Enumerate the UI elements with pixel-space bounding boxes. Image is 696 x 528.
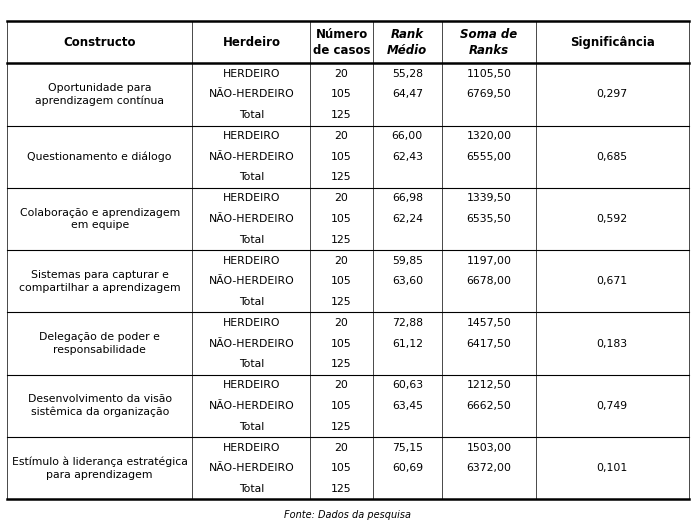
- Text: Questionamento e diálogo: Questionamento e diálogo: [27, 152, 172, 162]
- Text: 20: 20: [335, 69, 349, 79]
- Text: 0,297: 0,297: [596, 89, 628, 99]
- Text: Delegação de poder e
responsabilidade: Delegação de poder e responsabilidade: [39, 333, 160, 355]
- Text: 105: 105: [331, 338, 352, 348]
- Text: 60,63: 60,63: [392, 380, 423, 390]
- Text: NÃO-HERDEIRO: NÃO-HERDEIRO: [209, 214, 294, 224]
- Text: HERDEIRO: HERDEIRO: [223, 380, 280, 390]
- Text: 6678,00: 6678,00: [466, 276, 512, 286]
- Text: NÃO-HERDEIRO: NÃO-HERDEIRO: [209, 276, 294, 286]
- Text: 0,685: 0,685: [596, 152, 628, 162]
- Text: 20: 20: [335, 256, 349, 266]
- Text: 6372,00: 6372,00: [466, 463, 512, 473]
- Text: 1339,50: 1339,50: [466, 193, 512, 203]
- Text: 0,749: 0,749: [596, 401, 628, 411]
- Text: 0,183: 0,183: [596, 338, 628, 348]
- Text: 66,00: 66,00: [392, 131, 423, 141]
- Text: 1105,50: 1105,50: [466, 69, 512, 79]
- Text: 63,45: 63,45: [392, 401, 423, 411]
- Text: 59,85: 59,85: [392, 256, 423, 266]
- Text: Herdeiro: Herdeiro: [223, 35, 280, 49]
- Text: Número
de casos: Número de casos: [313, 27, 370, 56]
- Text: Total: Total: [239, 484, 264, 494]
- Text: Total: Total: [239, 110, 264, 120]
- Text: 105: 105: [331, 276, 352, 286]
- Text: 64,47: 64,47: [392, 89, 423, 99]
- Text: Sistemas para capturar e
compartilhar a aprendizagem: Sistemas para capturar e compartilhar a …: [19, 270, 180, 293]
- Text: HERDEIRO: HERDEIRO: [223, 69, 280, 79]
- Text: Fonte: Dados da pesquisa: Fonte: Dados da pesquisa: [285, 510, 411, 520]
- Text: 61,12: 61,12: [392, 338, 423, 348]
- Text: 105: 105: [331, 214, 352, 224]
- Text: HERDEIRO: HERDEIRO: [223, 318, 280, 328]
- Text: 72,88: 72,88: [392, 318, 423, 328]
- Text: NÃO-HERDEIRO: NÃO-HERDEIRO: [209, 401, 294, 411]
- Text: HERDEIRO: HERDEIRO: [223, 193, 280, 203]
- Text: 1503,00: 1503,00: [466, 442, 512, 452]
- Text: 125: 125: [331, 484, 352, 494]
- Text: NÃO-HERDEIRO: NÃO-HERDEIRO: [209, 463, 294, 473]
- Text: Soma de
Ranks: Soma de Ranks: [460, 27, 517, 56]
- Text: NÃO-HERDEIRO: NÃO-HERDEIRO: [209, 152, 294, 162]
- Text: 62,43: 62,43: [392, 152, 423, 162]
- Text: 125: 125: [331, 297, 352, 307]
- Text: Rank
Médio: Rank Médio: [387, 27, 427, 56]
- Text: NÃO-HERDEIRO: NÃO-HERDEIRO: [209, 338, 294, 348]
- Text: Total: Total: [239, 173, 264, 183]
- Text: 20: 20: [335, 131, 349, 141]
- Text: Significância: Significância: [570, 35, 655, 49]
- Text: Total: Total: [239, 235, 264, 245]
- Text: Desenvolvimento da visão
sistêmica da organização: Desenvolvimento da visão sistêmica da or…: [28, 394, 172, 418]
- Text: 75,15: 75,15: [392, 442, 423, 452]
- Text: 20: 20: [335, 380, 349, 390]
- Text: 66,98: 66,98: [392, 193, 423, 203]
- Text: Oportunidade para
aprendizagem contínua: Oportunidade para aprendizagem contínua: [35, 83, 164, 106]
- Text: 105: 105: [331, 401, 352, 411]
- Text: 125: 125: [331, 110, 352, 120]
- Text: 6535,50: 6535,50: [466, 214, 512, 224]
- Text: 1212,50: 1212,50: [466, 380, 512, 390]
- Text: 6662,50: 6662,50: [466, 401, 512, 411]
- Text: 125: 125: [331, 173, 352, 183]
- Text: Constructo: Constructo: [63, 35, 136, 49]
- Text: 55,28: 55,28: [392, 69, 423, 79]
- Text: 20: 20: [335, 193, 349, 203]
- Text: 105: 105: [331, 152, 352, 162]
- Text: Total: Total: [239, 360, 264, 370]
- Text: NÃO-HERDEIRO: NÃO-HERDEIRO: [209, 89, 294, 99]
- Text: 0,671: 0,671: [596, 276, 628, 286]
- Text: 62,24: 62,24: [392, 214, 423, 224]
- Text: 60,69: 60,69: [392, 463, 423, 473]
- Text: Colaboração e aprendizagem
em equipe: Colaboração e aprendizagem em equipe: [19, 208, 180, 230]
- Text: 125: 125: [331, 422, 352, 432]
- Text: 105: 105: [331, 89, 352, 99]
- Text: 20: 20: [335, 442, 349, 452]
- Text: Total: Total: [239, 422, 264, 432]
- Text: HERDEIRO: HERDEIRO: [223, 131, 280, 141]
- Text: 1457,50: 1457,50: [466, 318, 512, 328]
- Text: 125: 125: [331, 360, 352, 370]
- Text: 0,101: 0,101: [596, 463, 628, 473]
- Text: 1320,00: 1320,00: [466, 131, 512, 141]
- Text: Estímulo à liderança estratégica
para aprendizagem: Estímulo à liderança estratégica para ap…: [12, 457, 188, 480]
- Text: 20: 20: [335, 318, 349, 328]
- Text: 6769,50: 6769,50: [466, 89, 512, 99]
- Text: 6555,00: 6555,00: [466, 152, 512, 162]
- Text: HERDEIRO: HERDEIRO: [223, 256, 280, 266]
- Text: 0,592: 0,592: [596, 214, 628, 224]
- Text: 6417,50: 6417,50: [466, 338, 512, 348]
- Text: 125: 125: [331, 235, 352, 245]
- Text: 105: 105: [331, 463, 352, 473]
- Text: HERDEIRO: HERDEIRO: [223, 442, 280, 452]
- Text: 63,60: 63,60: [392, 276, 423, 286]
- Text: Total: Total: [239, 297, 264, 307]
- Text: 1197,00: 1197,00: [466, 256, 512, 266]
